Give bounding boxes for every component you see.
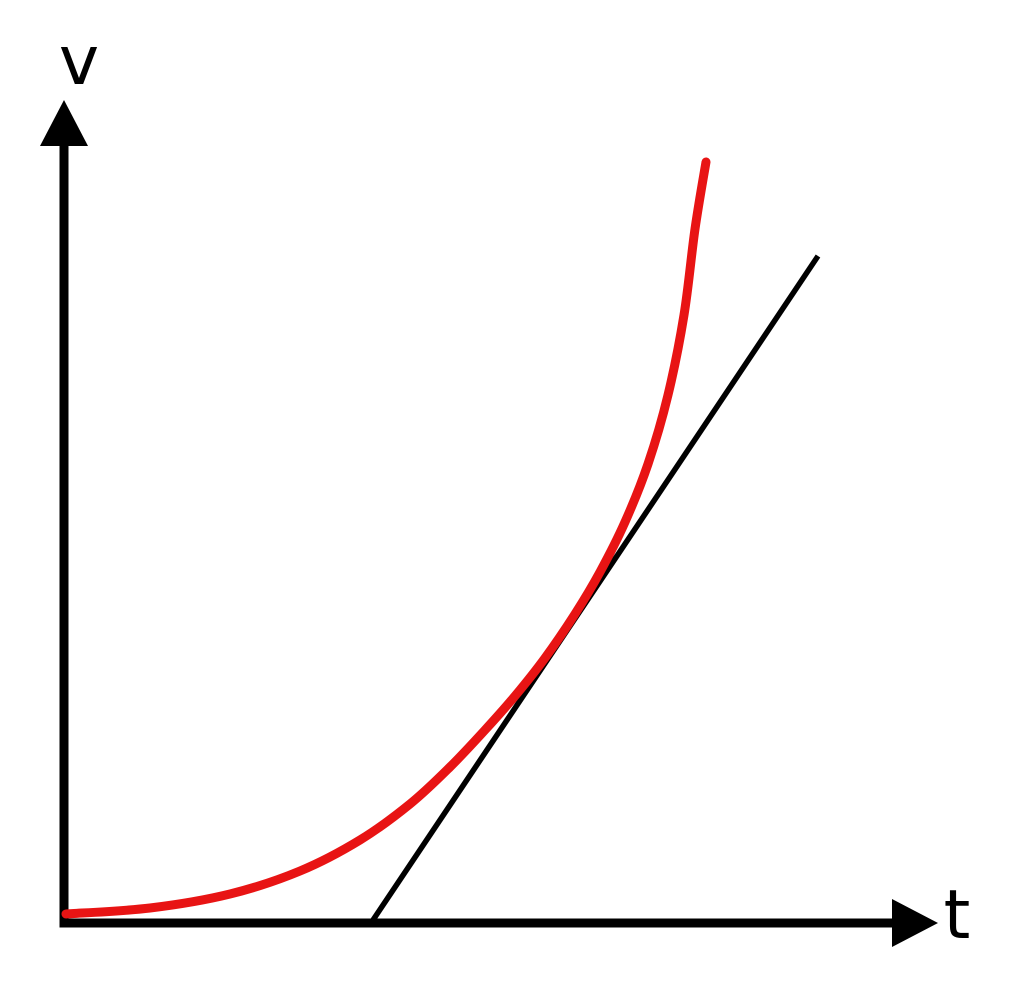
velocity-curve <box>61 157 711 919</box>
x-axis-label: t <box>944 876 971 955</box>
x-axis-arrowhead <box>892 899 938 947</box>
y-axis-label: v <box>59 22 99 101</box>
y-axis-arrowhead <box>40 100 88 146</box>
data-series <box>61 157 821 925</box>
axes <box>40 100 938 947</box>
